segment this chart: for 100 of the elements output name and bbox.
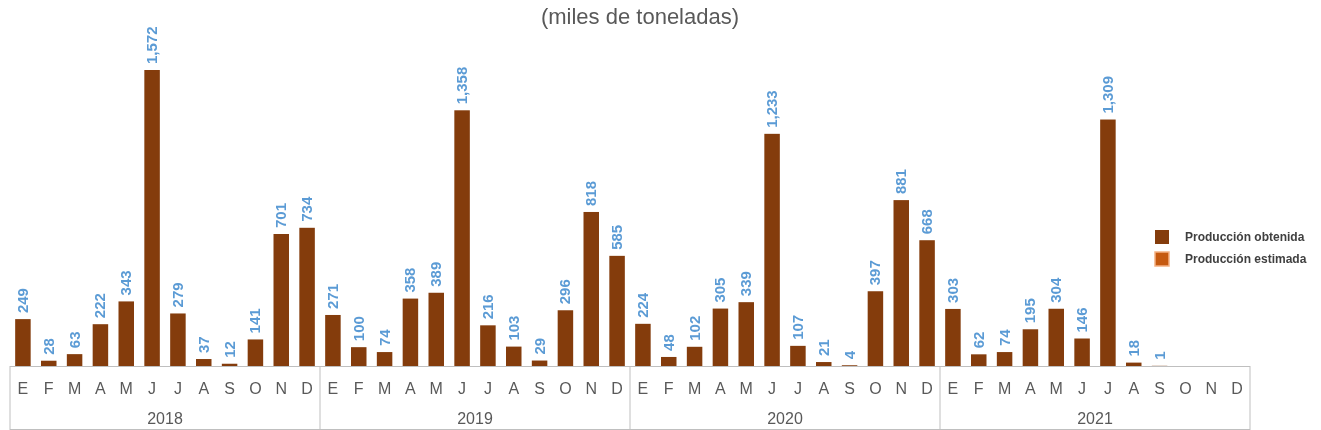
data-label: 141 <box>246 308 264 334</box>
x-tick-label: F <box>663 380 674 397</box>
bar <box>1126 362 1142 366</box>
x-tick-label: E <box>327 380 339 397</box>
data-label: 1 <box>1150 351 1168 360</box>
bar <box>41 360 57 366</box>
x-tick-label: D <box>921 380 933 397</box>
data-label: 296 <box>556 279 574 305</box>
data-label: 271 <box>323 283 341 309</box>
x-tick-label: M <box>119 380 133 397</box>
text: 2020 <box>767 410 803 427</box>
legend-label: Producción estimada <box>1185 252 1307 266</box>
bar <box>15 319 31 366</box>
data-label: 146 <box>1073 307 1091 333</box>
bar <box>1048 308 1064 366</box>
data-label: 585 <box>608 224 626 250</box>
bar <box>893 200 909 366</box>
data-label: 21 <box>814 339 832 357</box>
x-tick-label: D <box>1231 380 1243 397</box>
bar <box>66 354 83 366</box>
data-label: 1,358 <box>453 66 471 105</box>
bar <box>376 352 393 366</box>
data-label: 195 <box>1021 298 1039 324</box>
x-tick-label: M <box>377 380 392 397</box>
data-label: 818 <box>582 180 600 206</box>
x-tick-label: D <box>611 380 623 397</box>
data-label: 303 <box>943 277 961 303</box>
x-tick-label: M <box>997 380 1012 397</box>
bar <box>867 291 884 366</box>
data-label: 48 <box>659 334 677 351</box>
data-label: 107 <box>788 314 806 340</box>
bar <box>945 308 961 366</box>
data-label: 249 <box>13 288 31 314</box>
data-label: 343 <box>117 270 135 296</box>
bar <box>299 227 315 366</box>
data-label: 397 <box>866 260 884 286</box>
data-label: 358 <box>401 267 419 293</box>
bar <box>790 345 806 366</box>
x-tick-label: J <box>1103 380 1112 397</box>
chart-title: (miles de toneladas) <box>540 4 740 29</box>
bar <box>583 211 599 366</box>
data-label: 29 <box>530 337 548 355</box>
bar <box>454 110 470 366</box>
data-label: 62 <box>969 331 987 349</box>
x-tick-label: F <box>973 380 984 397</box>
x-tick-label: N <box>895 380 908 397</box>
bar <box>764 133 780 366</box>
bar <box>609 255 625 366</box>
bar <box>816 362 832 366</box>
x-tick-label: A <box>198 380 210 397</box>
data-label: 668 <box>918 209 936 235</box>
bar <box>480 325 496 366</box>
x-tick-label: J <box>458 380 467 397</box>
data-label: 1,572 <box>143 26 161 64</box>
x-tick-label: S <box>1154 380 1165 397</box>
x-tick-label: M <box>687 380 702 397</box>
x-tick-label: M <box>67 380 82 397</box>
x-tick-label: J <box>173 380 182 397</box>
x-tick-label: N <box>275 380 288 397</box>
bar <box>247 339 264 366</box>
x-tick-label: S <box>844 380 855 397</box>
data-label: 216 <box>478 294 496 320</box>
data-label: 304 <box>1047 277 1065 303</box>
bar <box>506 346 522 366</box>
x-tick-label: O <box>559 380 572 397</box>
x-tick-label: J <box>793 380 802 397</box>
text: 2021 <box>1077 410 1113 427</box>
bar <box>971 354 987 366</box>
x-tick-label: J <box>1078 380 1087 397</box>
data-label: 279 <box>168 282 186 308</box>
x-tick-label: D <box>301 380 313 397</box>
bar <box>196 359 212 366</box>
x-tick-label: A <box>818 380 830 397</box>
x-tick-label: N <box>1205 380 1218 397</box>
x-tick-label: A <box>405 380 417 397</box>
bar <box>557 310 574 366</box>
data-label: 389 <box>427 261 445 287</box>
data-label: 102 <box>685 315 703 341</box>
x-tick-label: E <box>947 380 959 397</box>
bar <box>428 292 444 366</box>
bar <box>738 302 754 366</box>
x-tick-label: M <box>739 380 753 397</box>
data-label: 12 <box>220 341 238 358</box>
text: 2019 <box>457 410 493 427</box>
bar <box>118 301 134 366</box>
data-label: 734 <box>298 196 316 222</box>
legend-label: Producción obtenida <box>1185 230 1305 244</box>
bar <box>661 356 677 366</box>
bar <box>92 324 109 366</box>
x-tick-label: A <box>508 380 520 397</box>
bar <box>996 352 1013 366</box>
x-tick-label: F <box>43 380 54 397</box>
x-tick-label: E <box>17 380 29 397</box>
bar <box>351 347 367 366</box>
bar <box>1074 338 1090 366</box>
data-label: 100 <box>349 316 367 342</box>
data-label: 701 <box>272 202 290 229</box>
data-label: 74 <box>995 328 1013 347</box>
x-tick-label: J <box>768 380 777 397</box>
bar <box>1022 329 1039 366</box>
